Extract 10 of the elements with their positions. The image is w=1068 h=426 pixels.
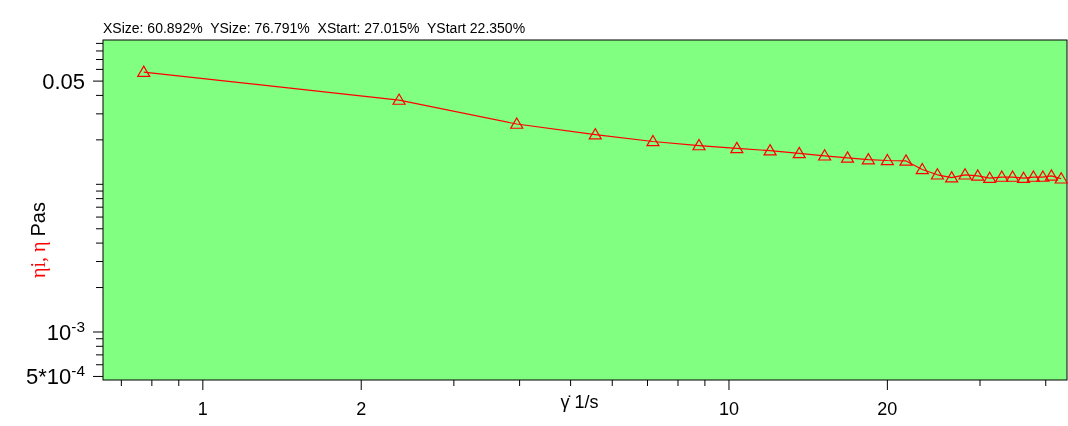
x-tick-label: 10	[718, 399, 739, 419]
y-tick-label: 0.05	[42, 69, 85, 95]
x-axis-title: γ̇ 1/s	[560, 392, 599, 412]
x-tick-label: 2	[356, 399, 367, 419]
y-tick-label: 10$^{-3}$	[46, 317, 85, 345]
y-axis-title: ηi, η Pas	[27, 202, 50, 278]
chart-title: XSize: 60.892% YSize: 76.791% XStart: 27.015% YStart 22.350%	[103, 20, 526, 36]
x-tick-label: 1	[197, 399, 208, 419]
y-tick-label: 5*10$^{-4}$	[26, 361, 86, 390]
x-tick-label: 20	[877, 399, 898, 419]
